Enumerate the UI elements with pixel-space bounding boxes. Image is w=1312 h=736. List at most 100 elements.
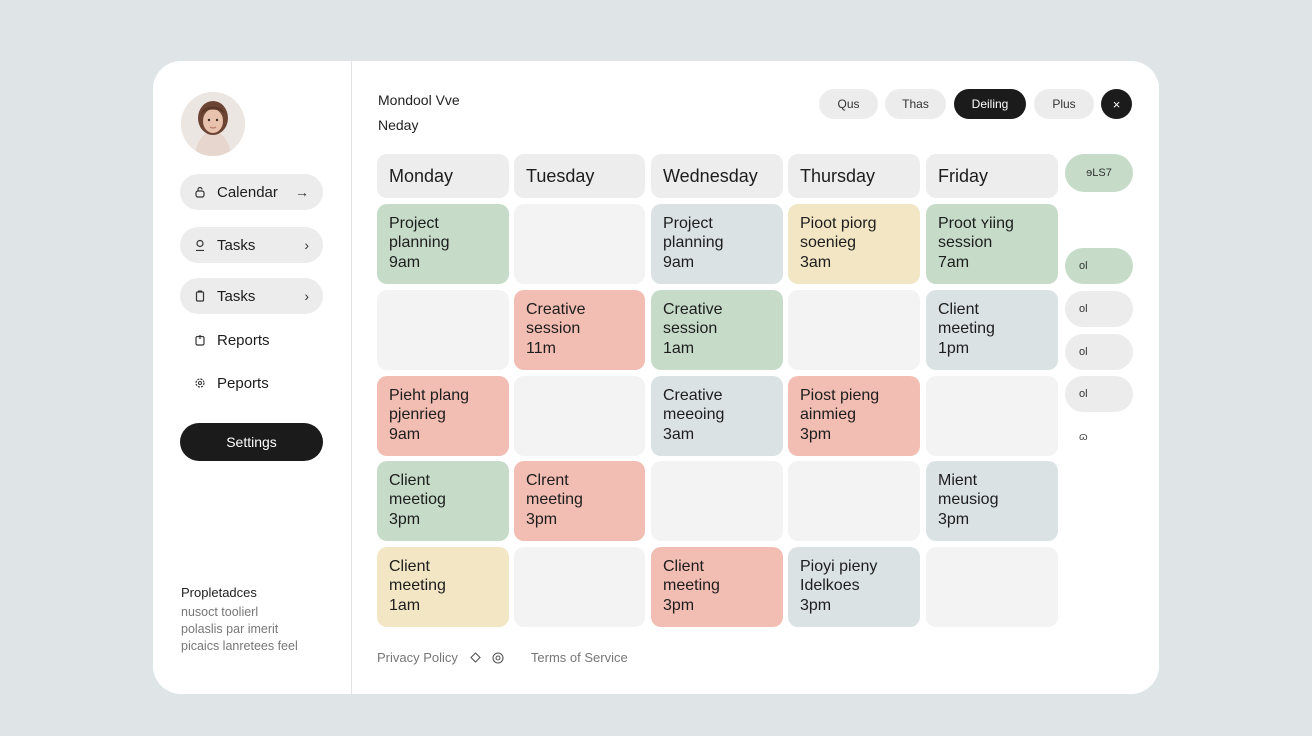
right-chip[interactable]: ol xyxy=(1065,334,1133,370)
close-button[interactable]: × xyxy=(1101,89,1132,119)
day-header-wednesday: Wednesday xyxy=(651,154,783,198)
sidebar-item-label: Tasks xyxy=(217,236,256,254)
sidebar-item-calendar[interactable]: Calendar → xyxy=(180,174,323,210)
page-subtitle: Neday xyxy=(378,117,419,133)
sidebar-item-label: Reports xyxy=(217,331,270,349)
calendar-empty-slot[interactable] xyxy=(788,461,920,541)
calendar-event[interactable]: Piost pieng ainmieg 3pm xyxy=(788,376,920,456)
sidebar-footer-title: Propletadces xyxy=(181,585,257,600)
event-title: Pioot piorg soenieg xyxy=(800,215,877,251)
event-title: Pioyi pieny Idelkoes xyxy=(800,558,878,594)
event-time: 3pm xyxy=(800,426,832,443)
diamond-icon[interactable] xyxy=(470,652,482,664)
calendar-empty-slot[interactable] xyxy=(514,547,645,627)
event-title: Client meetiog xyxy=(389,472,446,508)
event-title: Creative session xyxy=(663,301,723,337)
chevron-right-icon: › xyxy=(304,288,309,304)
event-time: 1am xyxy=(389,597,421,614)
calendar-event[interactable]: Client meeting 3pm xyxy=(651,547,783,627)
calendar-event[interactable]: Creative session 11m xyxy=(514,290,645,370)
person-icon xyxy=(193,238,207,252)
calendar-event[interactable]: Clrent meeting 3pm xyxy=(514,461,645,541)
terms-of-service-link[interactable]: Terms of Service xyxy=(530,650,628,665)
privacy-policy-link[interactable]: Privacy Policy xyxy=(377,650,458,665)
sidebar-item-peports[interactable]: Peports xyxy=(180,368,323,398)
report-icon xyxy=(193,333,207,347)
avatar[interactable] xyxy=(181,92,245,156)
sidebar-footer-line: nusoct toolierl xyxy=(181,605,259,619)
sidebar-item-tasks-2[interactable]: Tasks › xyxy=(180,278,323,314)
event-time: 7am xyxy=(938,254,970,271)
event-time: 3pm xyxy=(526,511,558,528)
calendar-empty-slot[interactable] xyxy=(926,547,1058,627)
filter-chip-plus[interactable]: Plus xyxy=(1034,89,1094,119)
calendar-event[interactable]: Mient meusiog 3pm xyxy=(926,461,1058,541)
gear-icon xyxy=(193,376,207,390)
clipboard-icon xyxy=(193,289,207,303)
calendar-event[interactable]: Proot ʏiing session 7am xyxy=(926,204,1058,284)
event-title: Creative meeoing xyxy=(663,387,725,423)
right-chip[interactable]: ol xyxy=(1065,291,1133,327)
event-title: Client meeting xyxy=(389,558,446,594)
settings-button[interactable]: Settings xyxy=(180,423,323,461)
right-chip[interactable]: ol xyxy=(1065,376,1133,412)
calendar-empty-slot[interactable] xyxy=(514,376,645,456)
calendar-event[interactable]: Project planning 9am xyxy=(377,204,509,284)
calendar-event[interactable]: Creative meeoing 3am xyxy=(651,376,783,456)
footer-links: Privacy Policy Terms of Service xyxy=(377,650,628,665)
calendar-event[interactable]: Creative session 1am xyxy=(651,290,783,370)
calendar-event[interactable]: Client meeting 1am xyxy=(377,547,509,627)
event-time: 3am xyxy=(663,426,695,443)
filter-chip-thas[interactable]: Thas xyxy=(885,89,946,119)
event-time: 11m xyxy=(526,340,556,357)
event-title: Pieht plang pjenrieg xyxy=(389,387,470,423)
event-title: Client meeting xyxy=(938,301,995,337)
calendar-empty-slot[interactable] xyxy=(514,204,645,284)
calendar-event[interactable]: Pieht plang pjenrieg 9am xyxy=(377,376,509,456)
sidebar-item-tasks[interactable]: Tasks › xyxy=(180,227,323,263)
right-top-chip[interactable]: ɘLS7 xyxy=(1065,154,1133,192)
event-title: Project planning xyxy=(663,215,724,251)
arrow-right-icon: → xyxy=(295,184,309,200)
event-title: Project planning xyxy=(389,215,450,251)
app-window: Calendar → Tasks › Tasks › Reports xyxy=(153,61,1159,694)
event-title: Mient meusiog xyxy=(938,472,999,508)
event-time: 3pm xyxy=(389,511,421,528)
event-title: Creative session xyxy=(526,301,586,337)
right-glyph: ɷ xyxy=(1079,431,1088,443)
calendar-event[interactable]: Pioot piorg soenieg 3am xyxy=(788,204,920,284)
filter-chip-deiling[interactable]: Deiling xyxy=(954,89,1026,119)
right-chip[interactable]: ol xyxy=(1065,248,1133,284)
event-time: 1am xyxy=(663,340,695,357)
event-title: Piost pieng ainmieg xyxy=(800,387,880,423)
sidebar: Calendar → Tasks › Tasks › Reports xyxy=(153,61,352,694)
calendar-event[interactable]: Pioyi pieny Idelkoes 3pm xyxy=(788,547,920,627)
page-title: Mondool Vve xyxy=(378,92,460,108)
day-header-thursday: Thursday xyxy=(788,154,920,198)
calendar-empty-slot[interactable] xyxy=(377,290,509,370)
calendar-empty-slot[interactable] xyxy=(651,461,783,541)
sidebar-footer-line: polaslis par imerit xyxy=(181,622,279,636)
event-title: Proot ʏiing session xyxy=(938,215,1014,251)
day-header-tuesday: Tuesday xyxy=(514,154,645,198)
day-header-monday: Monday xyxy=(377,154,509,198)
sidebar-item-label: Peports xyxy=(217,374,269,392)
sidebar-item-label: Calendar xyxy=(217,183,278,201)
target-icon[interactable] xyxy=(492,651,504,664)
calendar-event[interactable]: Client meetiog 3pm xyxy=(377,461,509,541)
calendar-empty-slot[interactable] xyxy=(926,376,1058,456)
event-time: 3am xyxy=(800,254,832,271)
sidebar-item-reports[interactable]: Reports xyxy=(180,325,323,355)
calendar-event[interactable]: Project planning 9am xyxy=(651,204,783,284)
sidebar-footer: Propletadces nusoct toolierl polaslis pa… xyxy=(181,585,341,655)
calendar-event[interactable]: Client meeting 1pm xyxy=(926,290,1058,370)
event-time: 9am xyxy=(663,254,695,271)
calendar-empty-slot[interactable] xyxy=(788,290,920,370)
sidebar-item-label: Tasks xyxy=(217,287,256,305)
event-time: 9am xyxy=(389,254,421,271)
event-title: Clrent meeting xyxy=(526,472,583,508)
filter-chip-qus[interactable]: Qus xyxy=(819,89,878,119)
close-icon: × xyxy=(1112,96,1121,112)
event-time: 3pm xyxy=(938,511,970,528)
chevron-right-icon: › xyxy=(304,237,309,253)
